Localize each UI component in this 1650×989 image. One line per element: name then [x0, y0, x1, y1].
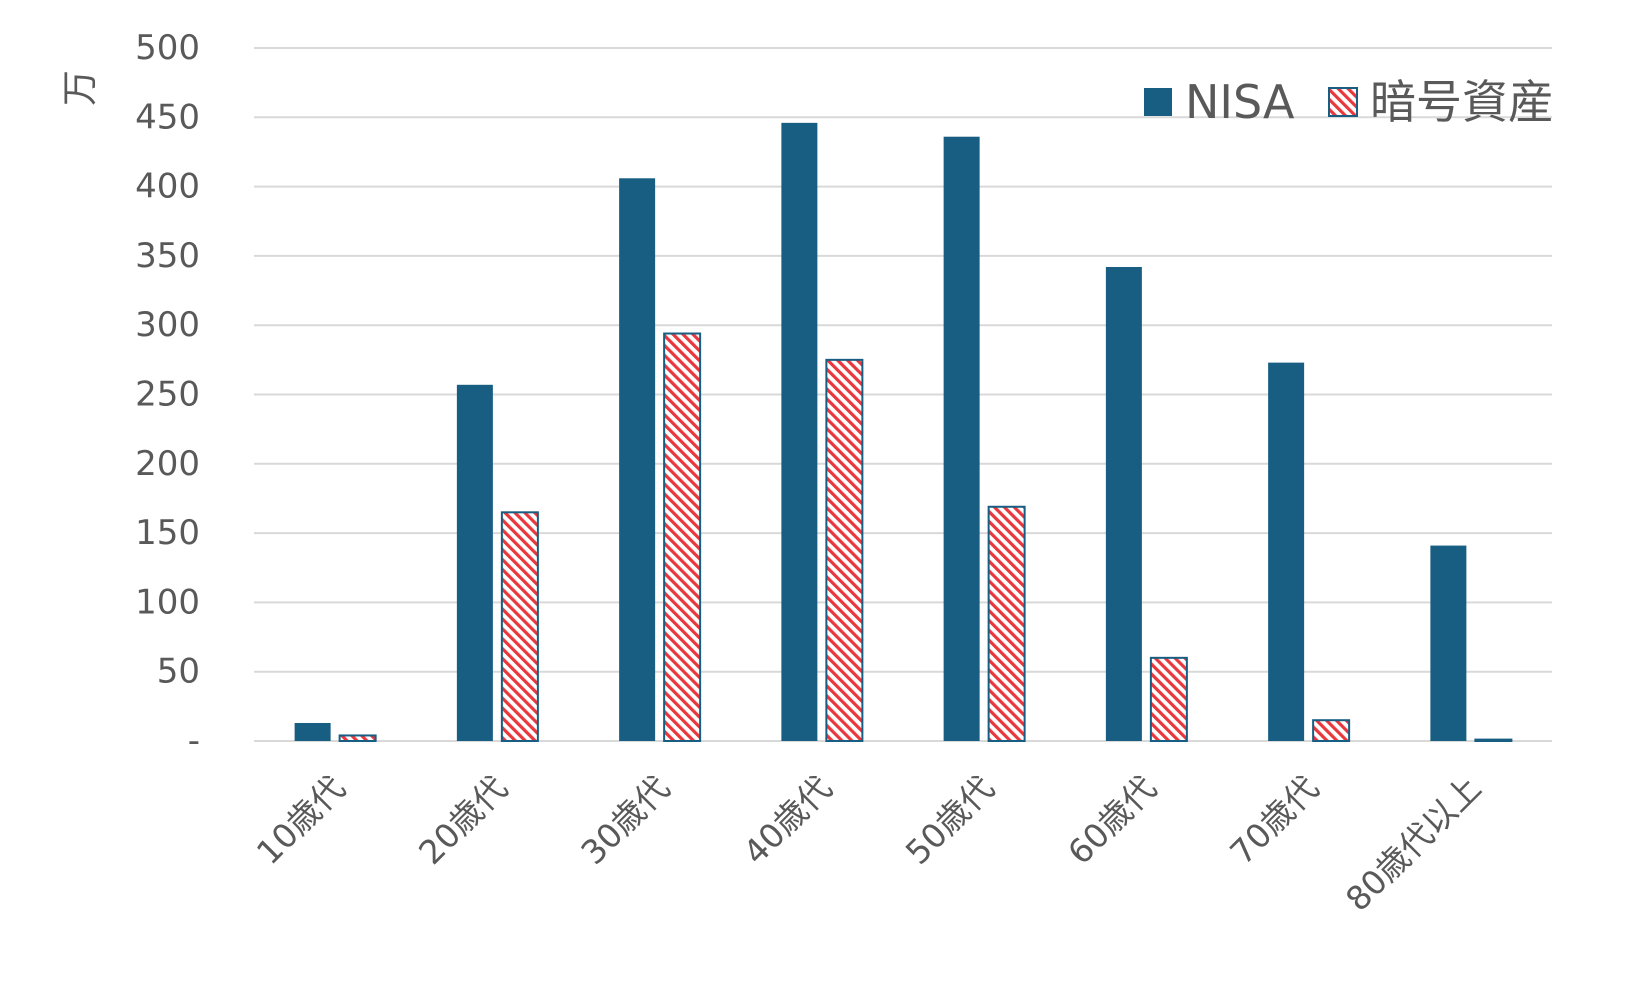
- x-tick-label: 80歳代以上: [1338, 768, 1489, 919]
- gridlines: [254, 47, 1552, 742]
- bar-crypto: [663, 332, 702, 742]
- y-tick-label: -: [188, 721, 200, 761]
- bar-crypto: [1149, 656, 1188, 743]
- bar-crypto: [1474, 738, 1513, 743]
- x-tick-label: 60歳代: [1060, 768, 1164, 872]
- bar-crypto: [1312, 719, 1351, 743]
- bar-nisa: [781, 122, 818, 742]
- x-tick-label: 70歳代: [1222, 768, 1326, 872]
- bar-crypto: [338, 734, 377, 742]
- x-tick-label: 20歳代: [411, 768, 515, 872]
- bars: [294, 122, 1513, 743]
- x-axis-labels: 10歳代 20歳代 30歳代 40歳代 50歳代 60歳代 70歳代 80歳代以上: [249, 768, 1489, 919]
- x-tick-label: 40歳代: [736, 768, 840, 872]
- legend-label-nisa: NISA: [1185, 75, 1295, 129]
- y-tick-label: 300: [135, 305, 200, 345]
- y-tick-label: 200: [135, 444, 200, 484]
- bar-nisa: [294, 722, 331, 741]
- y-axis-ticks: - 50 100 150 200 250 300 350 400 450 500: [135, 28, 200, 761]
- bar-nisa: [1268, 362, 1305, 741]
- bar-nisa: [1105, 266, 1142, 741]
- y-tick-label: 400: [135, 167, 200, 207]
- y-tick-label: 450: [135, 97, 200, 137]
- y-tick-label: 150: [135, 513, 200, 553]
- bar-nisa: [943, 136, 980, 742]
- y-tick-label: 250: [135, 375, 200, 415]
- legend-swatch-nisa: [1144, 88, 1172, 116]
- bar-crypto: [825, 358, 864, 742]
- y-tick-label: 500: [135, 28, 200, 68]
- legend-label-crypto: 暗号資産: [1370, 75, 1554, 129]
- x-tick-label: 50歳代: [898, 768, 1002, 872]
- x-tick-label: 10歳代: [249, 768, 353, 872]
- legend-swatch-crypto: [1328, 87, 1358, 117]
- bar-nisa: [619, 178, 656, 741]
- bar-nisa: [1430, 545, 1467, 741]
- bar-crypto: [987, 505, 1026, 742]
- bar-nisa: [456, 384, 493, 741]
- y-axis-label: 万: [60, 70, 101, 106]
- legend: NISA 暗号資産: [1144, 75, 1554, 129]
- y-tick-label: 50: [157, 652, 200, 692]
- bar-crypto: [500, 511, 539, 742]
- y-tick-label: 350: [135, 236, 200, 276]
- x-tick-label: 30歳代: [573, 768, 677, 872]
- y-tick-label: 100: [135, 582, 200, 622]
